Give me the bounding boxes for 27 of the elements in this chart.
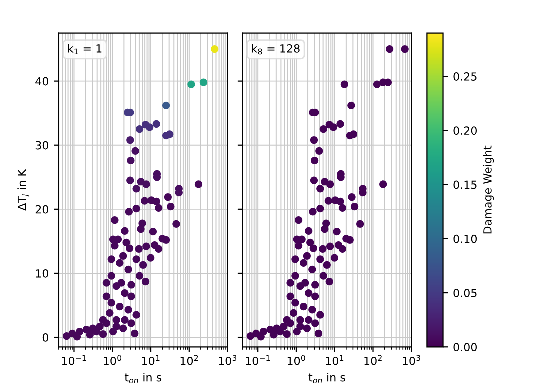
- x-tick-label: 10$^{0}$: [288, 355, 306, 366]
- y-tick-label: 20: [36, 205, 48, 214]
- x-tick-label: 10$^{2}$: [364, 355, 382, 366]
- y-tick-label: 10: [36, 269, 48, 278]
- x-tick-label: 10$^{1}$: [326, 355, 344, 366]
- x-tick-label: 10$^{−1}$: [62, 355, 86, 366]
- color-bar-label: 0.10: [454, 234, 477, 244]
- color-bar-title: Damage Weight: [483, 146, 494, 234]
- x-tick-label: 10$^{3}$: [403, 355, 420, 366]
- x-tick-label: 10$^{1}$: [142, 355, 160, 366]
- color-bar-label: 0.00: [454, 343, 477, 352]
- y-tick-label: 30: [36, 141, 48, 150]
- color-bar-label: 0.15: [454, 180, 477, 190]
- color-bar-label: 0.05: [454, 289, 477, 298]
- y-tick-label: 0: [42, 334, 48, 342]
- y-tick-label: 40: [36, 77, 48, 86]
- color-bar-label: 0.25: [454, 72, 477, 81]
- x-axis-title: t$_{on}$ in s: [124, 373, 162, 384]
- x-tick-label: 10$^{3}$: [219, 355, 237, 366]
- x-tick-label: 10$^{2}$: [180, 355, 198, 366]
- x-tick-label: 10$^{0}$: [104, 355, 122, 366]
- y-axis-title: ΔT$_{j}$ in K: [18, 169, 30, 211]
- annotation: k$_{8}$ = 128: [252, 44, 300, 55]
- x-tick-label: 10$^{−1}$: [246, 355, 270, 366]
- x-axis-title: t$_{on}$ in s: [308, 373, 346, 384]
- annotation: k$_{1}$ = 1: [68, 44, 102, 55]
- color-bar-label: 0.20: [454, 126, 477, 136]
